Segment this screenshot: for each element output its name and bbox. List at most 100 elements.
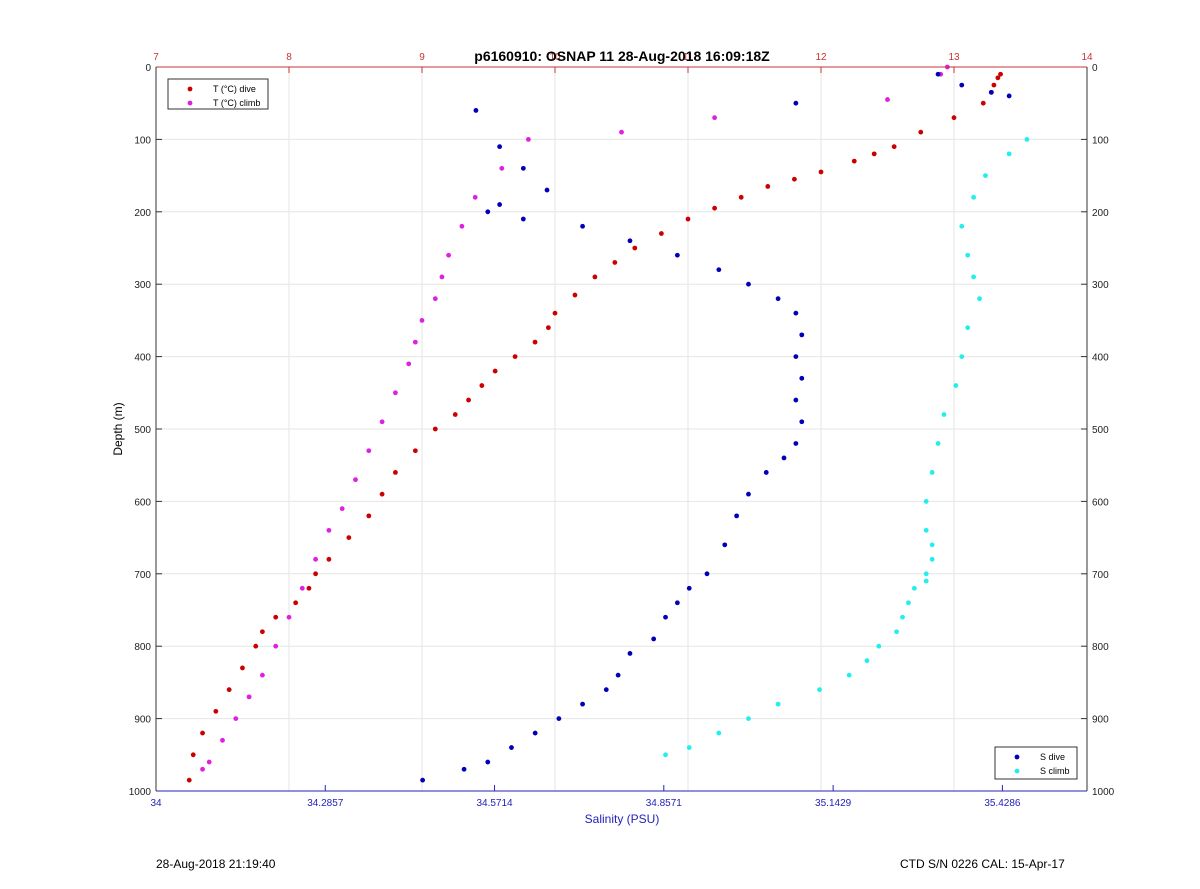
- data-point: [871, 151, 877, 157]
- data-point: [632, 245, 638, 251]
- data-point: [206, 759, 212, 765]
- data-point: [439, 274, 445, 280]
- data-point: [792, 176, 797, 182]
- chart-title: p6160910: OSNAP 11 28-Aug-2018 16:09:18Z: [474, 48, 770, 64]
- data-point: [799, 375, 805, 381]
- data-point: [293, 600, 299, 606]
- data-point: [894, 629, 899, 635]
- data-point: [1024, 137, 1030, 142]
- data-point: [532, 339, 538, 345]
- y-tick-label-left: 1000: [129, 787, 152, 798]
- data-point: [273, 643, 279, 649]
- data-point: [846, 672, 852, 678]
- data-point: [941, 412, 947, 417]
- y-tick-label-right: 100: [1092, 135, 1109, 146]
- footer-ctd-info: CTD S/N 0226 CAL: 15-Apr-17: [900, 857, 1065, 871]
- data-point: [459, 223, 465, 229]
- data-point: [929, 542, 935, 548]
- data-point: [260, 629, 265, 635]
- data-point: [545, 325, 551, 331]
- data-point: [953, 383, 959, 388]
- legend-marker: [187, 100, 193, 106]
- data-point: [900, 614, 905, 620]
- y-tick-label-left: 300: [134, 280, 151, 291]
- data-point: [326, 556, 332, 562]
- data-point: [485, 209, 491, 215]
- data-point: [793, 354, 799, 359]
- data-point: [712, 115, 717, 121]
- data-point: [775, 296, 781, 302]
- data-point: [775, 701, 781, 707]
- data-point: [260, 672, 265, 678]
- y-tick-label-right: 300: [1092, 280, 1109, 291]
- data-point: [674, 600, 680, 606]
- data-point: [686, 745, 692, 750]
- legend-label: T (°C) dive: [213, 84, 256, 94]
- data-point: [512, 354, 518, 359]
- y-axis-label: Depth (m): [111, 402, 125, 455]
- data-point: [965, 325, 971, 331]
- series-s-climb: [663, 137, 1030, 758]
- x-top-tick-label: 9: [419, 52, 425, 63]
- series-layer: [186, 64, 1030, 783]
- data-point: [864, 658, 870, 664]
- x-bottom-tick-label: 35.4286: [984, 798, 1021, 809]
- data-point: [420, 777, 426, 783]
- y-tick-label-left: 100: [134, 135, 151, 146]
- data-point: [306, 585, 312, 591]
- data-point: [627, 238, 633, 244]
- data-point: [446, 252, 451, 258]
- data-point: [674, 252, 680, 258]
- legend-label: S climb: [1040, 766, 1070, 776]
- data-point: [818, 169, 824, 175]
- data-point: [273, 614, 279, 620]
- data-point: [1006, 93, 1012, 99]
- data-point: [246, 694, 252, 700]
- data-point: [580, 223, 585, 229]
- footer-timestamp: 28-Aug-2018 21:19:40: [156, 857, 276, 871]
- y-tick-label-right: 200: [1092, 208, 1109, 219]
- y-tick-label-right: 700: [1092, 570, 1109, 581]
- data-point: [918, 129, 924, 135]
- data-point: [580, 701, 585, 707]
- data-point: [663, 752, 668, 758]
- x-top-tick-label: 10: [549, 52, 561, 63]
- data-point: [663, 614, 668, 620]
- data-point: [213, 708, 219, 714]
- data-point: [817, 687, 822, 693]
- data-point: [799, 419, 805, 425]
- y-tick-label-right: 400: [1092, 353, 1109, 364]
- data-point: [472, 194, 478, 200]
- legend-marker: [1014, 768, 1020, 774]
- data-point: [793, 100, 799, 106]
- series-t-c-climb: [200, 64, 950, 772]
- data-point: [532, 730, 538, 736]
- data-point: [965, 252, 971, 258]
- y-tick-label-right: 600: [1092, 497, 1109, 508]
- x-top-tick-label: 13: [948, 52, 960, 63]
- data-point: [412, 339, 418, 345]
- legend-label: T (°C) climb: [213, 98, 260, 108]
- data-point: [313, 556, 318, 562]
- data-point: [793, 310, 799, 316]
- data-point: [379, 491, 385, 497]
- data-point: [326, 527, 332, 533]
- data-point: [923, 578, 929, 584]
- data-point: [552, 310, 558, 316]
- data-point: [734, 513, 740, 519]
- y-tick-label-left: 600: [134, 497, 151, 508]
- data-point: [746, 281, 751, 287]
- legends: T (°C) dive T (°C) climb S dive S climb: [167, 78, 1078, 780]
- y-tick-label-left: 700: [134, 570, 151, 581]
- data-point: [406, 361, 412, 367]
- x-bottom-tick-label: 34.8571: [646, 798, 683, 809]
- y-tick-label-right: 900: [1092, 715, 1109, 726]
- data-point: [497, 202, 503, 207]
- data-point: [851, 158, 857, 164]
- data-point: [765, 184, 771, 189]
- legend: T (°C) dive T (°C) climb: [167, 78, 269, 110]
- data-point: [923, 499, 929, 504]
- data-point: [240, 665, 245, 671]
- data-point: [906, 600, 911, 606]
